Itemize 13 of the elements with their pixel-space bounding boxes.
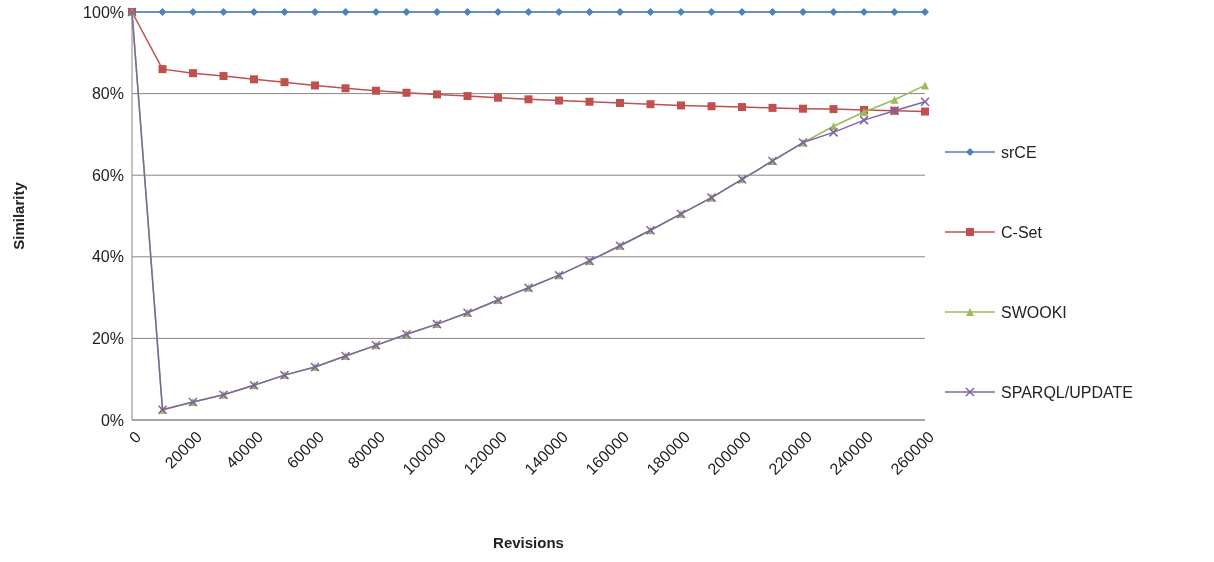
x-tick-label: 0 [125,427,145,447]
y-tick-label: 40% [91,248,124,266]
y-tick-label: 60% [91,166,124,184]
legend-label: srCE [1001,143,1037,161]
x-axis-title: Revisions [493,534,564,551]
legend-label: SPARQL/UPDATE [1001,383,1133,401]
legend-label: SWOOKI [1001,303,1067,321]
y-tick-label: 80% [91,85,124,103]
y-tick-label: 20% [91,330,124,347]
y-tick-label: 0% [100,411,124,429]
y-axis-title: Similarity [10,181,27,250]
y-tick-label: 100% [83,3,124,21]
legend-label: C-Set [1001,223,1043,241]
